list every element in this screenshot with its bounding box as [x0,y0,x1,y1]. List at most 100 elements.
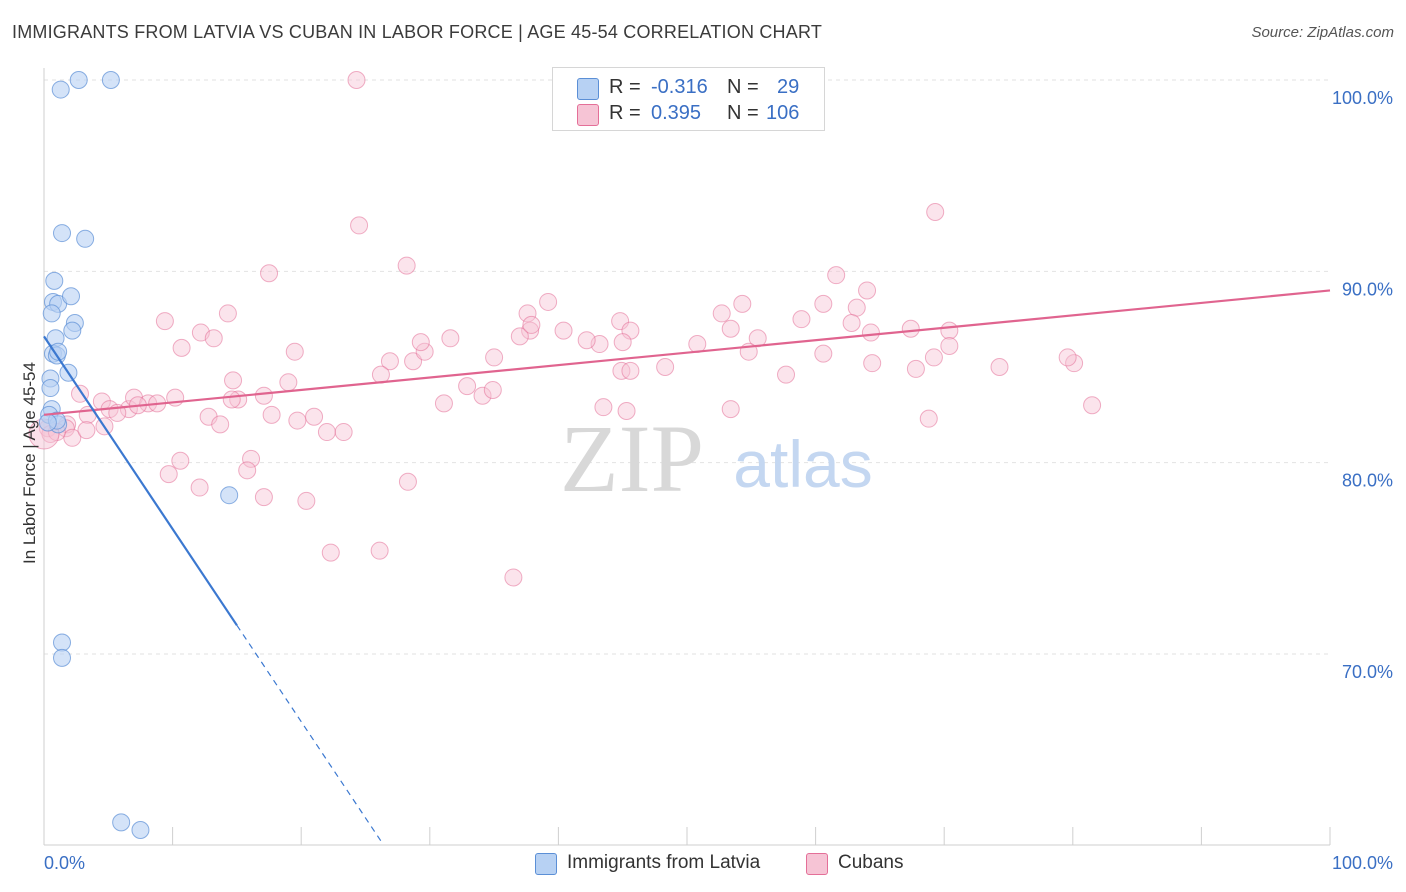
latvia-point [112,813,131,832]
cubans-point [262,405,281,424]
cubans-point [288,411,307,430]
cubans-trend-line [43,289,1331,416]
cubans-point [321,543,340,562]
cubans-point [521,321,540,340]
latvia-point [45,271,64,290]
cubans-point [119,400,138,419]
legend-r-value: -0.316 [651,76,708,98]
cubans-point [222,390,241,409]
latvia-point [220,486,239,505]
cubans-point [238,461,257,480]
cubans-point [1083,396,1102,415]
watermark-atlas: atlas [733,427,872,501]
legend-n-label: N = [727,76,759,98]
cubans-point [924,348,943,367]
cubans-point [350,216,369,235]
watermark-zip: ZIP [560,405,704,512]
cubans-point [297,491,316,510]
cubans-point [827,266,846,285]
latvia-point [49,342,68,361]
cubans-point [254,386,273,405]
stats-legend: R = -0.316 N = 29 R = 0.395 N = 106 [552,67,825,131]
cubans-point [254,488,273,507]
latvia-point [101,71,120,89]
trend-lines [43,289,1331,844]
cubans-point [404,352,423,371]
bottom-legend-label-cubans: Cubans [838,852,904,873]
latvia-point [41,379,60,398]
bottom-legend-swatch-latvia [535,853,557,875]
cubans-point [77,421,96,440]
cubans-point [397,256,416,275]
legend-n-label: N = [727,102,759,124]
latvia-point [53,648,72,667]
cubans-point [242,449,261,468]
cubans-point [721,400,740,419]
cubans-point [317,423,336,442]
legend-swatch-latvia [577,78,599,100]
y-axis-label: In Labor Force | Age 45-54 [20,362,39,564]
cubans-point [334,423,353,442]
bottom-legend-label-latvia: Immigrants from Latvia [567,852,761,873]
cubans-point [554,321,573,340]
cubans-point [279,373,298,392]
latvia-point [63,321,82,340]
cubans-point [305,407,324,426]
tick-labels: 70.0% 80.0% 90.0% 100.0% 0.0% 100.0% [44,88,1393,873]
x-tick-label: 100.0% [1332,853,1393,873]
cubans-point [1058,348,1077,367]
cubans-point [539,292,558,311]
series-cubans-points [28,71,1102,587]
cubans-point [411,333,430,352]
axes [43,68,1331,846]
y-tick-label: 80.0% [1342,471,1393,491]
latvia-point [53,224,72,243]
watermark: ZIP atlas [560,405,873,512]
cubans-point [861,323,880,342]
cubans-point [218,304,237,323]
cubans-point [190,478,209,497]
cubans-point [863,354,882,373]
latvia-trend-extension [236,624,383,844]
legend-r-value: 0.395 [651,102,702,124]
latvia-point [51,80,70,99]
cubans-point [380,352,399,371]
cubans-point [504,568,523,587]
cubans-point [814,344,833,363]
cubans-point [621,361,640,380]
cubans-point [926,203,945,222]
x-tick-label: 0.0% [44,853,85,873]
cubans-point [940,336,959,355]
cubans-point [172,338,191,357]
cubans-point [617,402,636,421]
cubans-point [485,348,504,367]
cubans-point [613,333,632,352]
cubans-point [434,394,453,413]
cubans-point [847,298,866,317]
cubans-point [224,371,243,390]
cubans-point [792,310,811,329]
cubans-point [814,294,833,313]
latvia-point [38,413,57,432]
cubans-point [940,321,959,340]
cubans-point [712,304,731,323]
cubans-point [398,472,417,491]
cubans-point [211,415,230,434]
cubans-point [842,313,861,332]
legend-r-label: R = [609,102,641,124]
cubans-point [155,312,174,331]
cubans-point [612,361,631,380]
cubans-point [510,327,529,346]
y-tick-label: 90.0% [1342,279,1393,299]
latvia-point [76,229,95,248]
cubans-point [285,342,304,361]
cubans-point [901,319,920,338]
cubans-point [415,342,434,361]
legend-swatch-cubans [577,104,599,126]
cubans-point [159,465,178,484]
cubans-point [656,358,675,376]
latvia-trend-line [43,335,238,626]
cubans-point [370,541,389,560]
legend-r-label: R = [609,76,641,98]
cubans-point [441,329,460,348]
